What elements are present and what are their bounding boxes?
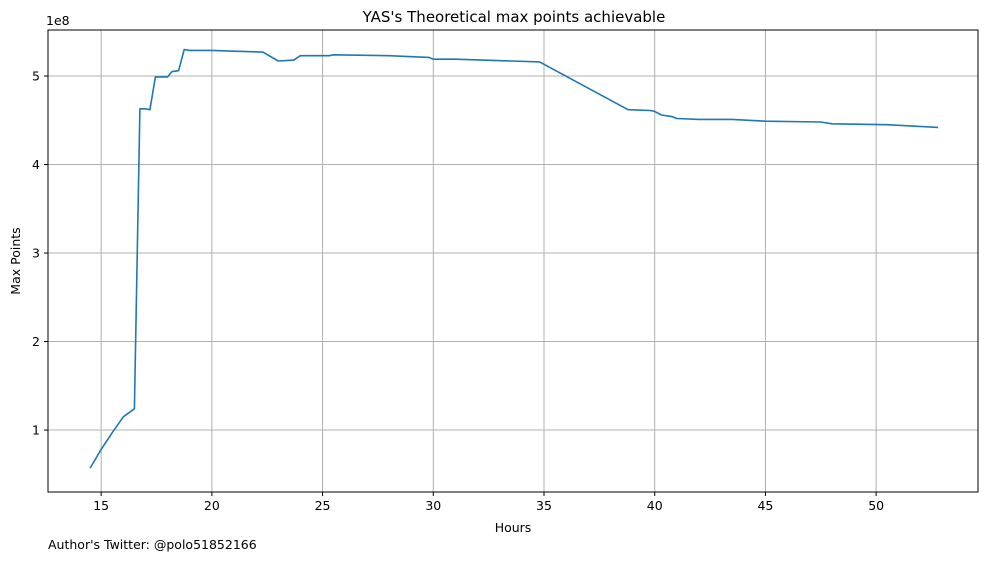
series-layer bbox=[89, 48, 939, 469]
y-axis: 1 2 3 4 5 bbox=[32, 69, 48, 438]
y-tick-label: 3 bbox=[32, 246, 40, 261]
y-offset-label: 1e8 bbox=[46, 13, 70, 28]
x-tick-label: 40 bbox=[647, 498, 663, 513]
plot-frame bbox=[47, 29, 979, 493]
y-axis-label: Max Points bbox=[8, 227, 23, 294]
x-axis: 15 20 25 30 35 40 45 50 bbox=[93, 492, 884, 513]
x-tick-label: 15 bbox=[93, 498, 109, 513]
x-tick-label: 20 bbox=[204, 498, 220, 513]
author-footnote: Author's Twitter: @polo51852166 bbox=[48, 537, 257, 552]
x-tick-label: 25 bbox=[315, 498, 331, 513]
y-tick-label: 4 bbox=[32, 157, 40, 172]
x-tick-label: 45 bbox=[757, 498, 773, 513]
x-tick-label: 50 bbox=[868, 498, 884, 513]
series-line bbox=[89, 48, 939, 469]
y-tick-label: 2 bbox=[32, 334, 40, 349]
x-axis-label: Hours bbox=[495, 520, 532, 535]
x-tick-label: 30 bbox=[425, 498, 441, 513]
x-tick-label: 35 bbox=[536, 498, 552, 513]
y-tick-label: 1 bbox=[32, 423, 40, 438]
chart-title: YAS's Theoretical max points achievable bbox=[362, 8, 666, 26]
y-tick-label: 5 bbox=[32, 69, 40, 84]
grid bbox=[48, 30, 978, 492]
